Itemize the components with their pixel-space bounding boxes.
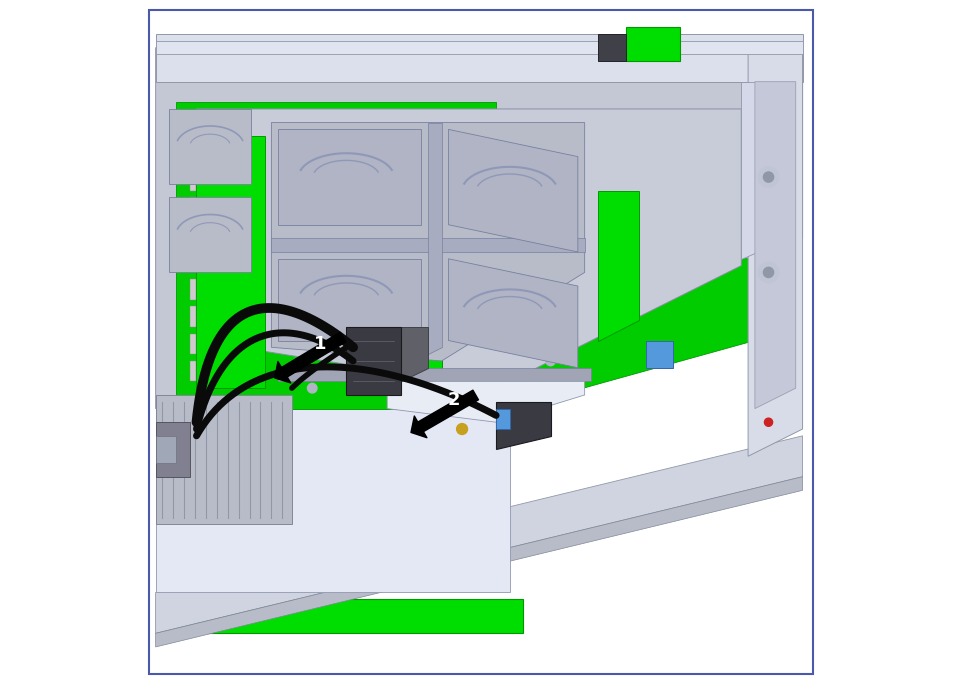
Polygon shape <box>278 129 421 225</box>
Polygon shape <box>190 170 197 191</box>
Polygon shape <box>625 27 680 61</box>
Text: 2: 2 <box>448 392 460 409</box>
Polygon shape <box>169 109 251 184</box>
Polygon shape <box>190 225 197 245</box>
Circle shape <box>758 262 779 283</box>
Polygon shape <box>197 109 741 388</box>
Polygon shape <box>755 82 796 409</box>
Text: 1: 1 <box>315 335 327 353</box>
Polygon shape <box>271 123 585 361</box>
Polygon shape <box>155 436 176 463</box>
Polygon shape <box>190 361 197 381</box>
Circle shape <box>456 424 467 434</box>
Polygon shape <box>278 368 592 381</box>
Polygon shape <box>190 279 197 300</box>
Polygon shape <box>278 259 421 340</box>
Polygon shape <box>748 48 803 456</box>
Polygon shape <box>176 102 496 409</box>
Polygon shape <box>428 123 442 354</box>
Polygon shape <box>449 259 578 368</box>
Circle shape <box>763 268 774 278</box>
Circle shape <box>546 356 556 366</box>
Polygon shape <box>155 34 803 82</box>
Polygon shape <box>496 409 510 429</box>
Polygon shape <box>155 599 523 633</box>
Polygon shape <box>155 422 190 477</box>
Polygon shape <box>155 41 803 54</box>
Polygon shape <box>346 327 400 395</box>
Polygon shape <box>155 477 803 647</box>
Polygon shape <box>380 252 387 279</box>
Polygon shape <box>380 184 387 211</box>
Polygon shape <box>380 218 387 245</box>
Circle shape <box>764 418 773 426</box>
Polygon shape <box>271 238 585 252</box>
Polygon shape <box>598 34 625 61</box>
Polygon shape <box>646 340 674 368</box>
Polygon shape <box>380 354 387 381</box>
Polygon shape <box>190 306 197 327</box>
Polygon shape <box>155 436 803 633</box>
Polygon shape <box>155 48 803 409</box>
Polygon shape <box>387 381 585 422</box>
Polygon shape <box>496 402 551 449</box>
Polygon shape <box>155 409 510 592</box>
Circle shape <box>758 167 779 187</box>
Polygon shape <box>380 320 387 347</box>
Circle shape <box>478 383 487 393</box>
Polygon shape <box>387 170 442 381</box>
Polygon shape <box>190 334 197 354</box>
Polygon shape <box>190 252 197 272</box>
Polygon shape <box>169 197 251 272</box>
Polygon shape <box>496 259 755 409</box>
Polygon shape <box>155 395 291 524</box>
Polygon shape <box>197 136 264 388</box>
Polygon shape <box>380 286 387 313</box>
Circle shape <box>763 172 774 183</box>
Circle shape <box>308 383 317 393</box>
Polygon shape <box>190 197 197 218</box>
Polygon shape <box>449 129 578 252</box>
Polygon shape <box>598 191 639 340</box>
Polygon shape <box>741 82 789 259</box>
Polygon shape <box>400 327 428 381</box>
